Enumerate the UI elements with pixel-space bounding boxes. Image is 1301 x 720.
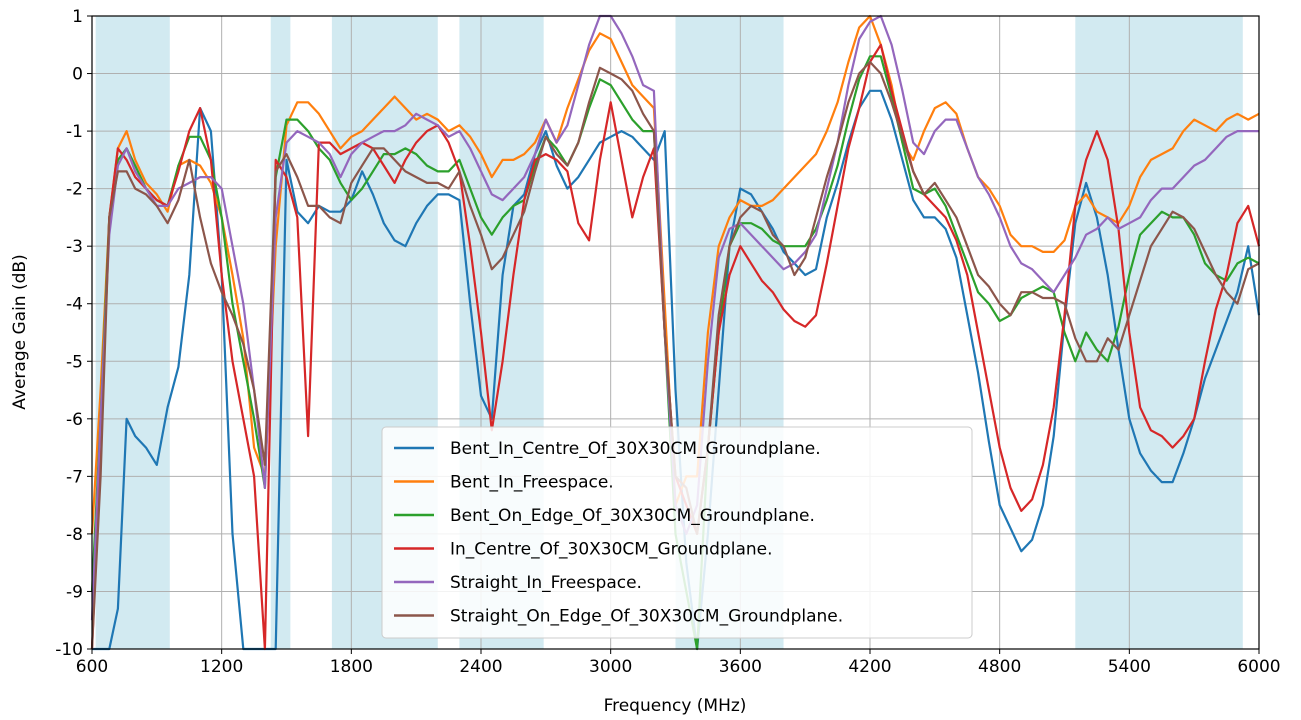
- legend-entry: In_Centre_Of_30X30CM_Groundplane.: [450, 540, 773, 560]
- x-tick-label: 4200: [848, 657, 891, 677]
- x-axis-ticks: 600 1200 1800 2400 3000 3600 4200 4800 5400 6000: [76, 649, 1281, 677]
- x-tick-label: 4800: [978, 657, 1021, 677]
- x-axis-label: Frequency (MHz): [604, 696, 747, 716]
- y-tick-label: -1: [66, 122, 83, 142]
- series-line: [92, 89, 1261, 651]
- legend-entry: Straight_On_Edge_Of_30X30CM_Groundplane.: [450, 607, 843, 627]
- y-tick-label: -6: [66, 410, 83, 430]
- plot-frame: [91, 15, 1260, 650]
- legend-entry: Straight_In_Freespace.: [450, 573, 642, 593]
- x-tick-label: 3600: [719, 657, 762, 677]
- series-line: [90, 60, 1260, 650]
- x-tick-label: 5400: [1108, 657, 1151, 677]
- shaded-band: [1075, 16, 1243, 649]
- y-tick-label: -4: [66, 295, 83, 315]
- legend-entry: Bent_On_Edge_Of_30X30CM_Groundplane.: [450, 506, 815, 526]
- y-tick-label: 0: [72, 65, 83, 85]
- shaded-band: [270, 16, 291, 649]
- x-tick-label: 2400: [459, 657, 502, 677]
- y-tick-label: -5: [66, 352, 83, 372]
- y-tick-label: -9: [66, 582, 83, 602]
- shaded-band: [95, 16, 170, 649]
- legend: Bent_In_Centre_Of_30X30CM_Groundplane. Be…: [381, 426, 973, 639]
- x-tick-label: 600: [76, 657, 108, 677]
- legend-entry: Bent_In_Freespace.: [450, 473, 614, 493]
- y-axis-label: Average Gain (dB): [10, 254, 30, 409]
- y-tick-label: -2: [66, 180, 83, 200]
- y-tick-label: 1: [72, 7, 83, 27]
- legend-box: [381, 426, 973, 639]
- y-axis-ticks: 1 0 -1 -2 -3 -4 -5 -6 -7 -8 -9 -10: [55, 7, 92, 660]
- y-tick-label: -7: [66, 467, 83, 487]
- x-tick-label: 1800: [330, 657, 373, 677]
- legend-entry: Bent_In_Centre_Of_30X30CM_Groundplane.: [450, 439, 821, 459]
- y-tick-label: -8: [66, 525, 83, 545]
- y-tick-label: -3: [66, 237, 83, 257]
- x-tick-label: 6000: [1237, 657, 1280, 677]
- x-tick-label: 3000: [589, 657, 632, 677]
- x-tick-label: 1200: [200, 657, 243, 677]
- series-lines: [90, 14, 1261, 651]
- y-tick-label: -10: [55, 640, 83, 660]
